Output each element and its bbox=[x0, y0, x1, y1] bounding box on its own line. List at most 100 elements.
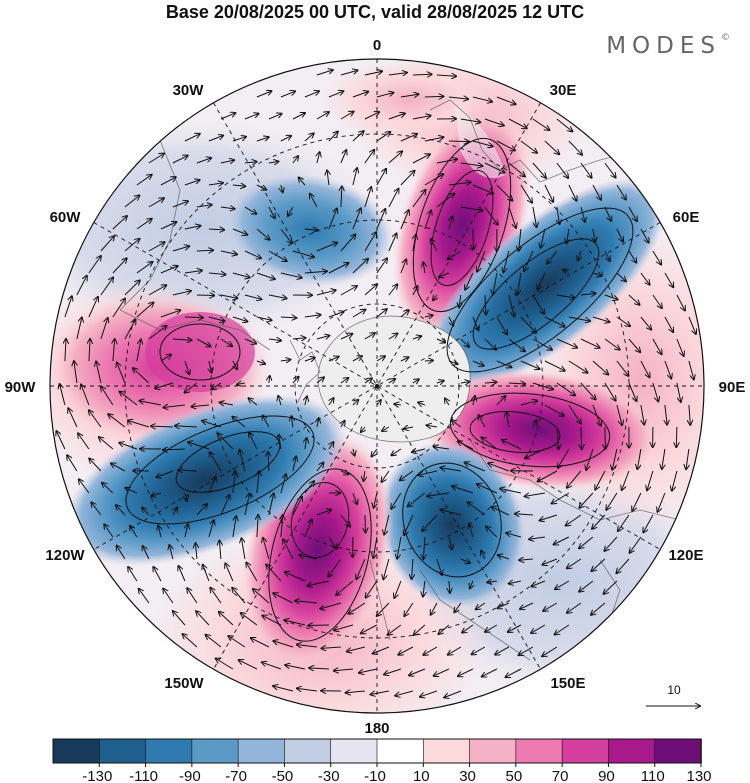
wind-arrow bbox=[356, 558, 366, 579]
colorbar-cell bbox=[330, 738, 378, 764]
wind-arrow bbox=[477, 484, 498, 494]
wind-arrow bbox=[622, 470, 630, 490]
wind-arrow bbox=[555, 580, 570, 589]
wind-arrow bbox=[120, 392, 138, 406]
wind-arrow bbox=[336, 580, 354, 595]
wind-arrow bbox=[532, 206, 537, 227]
wind-arrow bbox=[448, 141, 469, 142]
wind-arrow bbox=[334, 624, 354, 630]
wind-arrow bbox=[352, 131, 364, 142]
wind-arrow bbox=[268, 294, 287, 298]
wind-arrow bbox=[251, 638, 270, 648]
wind-arrow bbox=[263, 416, 270, 428]
wind-arrow bbox=[256, 317, 272, 320]
wind-arrow bbox=[184, 317, 203, 318]
wind-arrow bbox=[304, 481, 314, 494]
wind-arrow bbox=[153, 567, 162, 582]
wind-arrow bbox=[220, 495, 230, 516]
wind-arrow bbox=[237, 383, 245, 384]
wind-arrow bbox=[427, 425, 437, 427]
wind-arrow bbox=[102, 483, 114, 494]
wind-arrow bbox=[506, 412, 509, 428]
wind-arrow bbox=[187, 588, 198, 604]
wind-arrow bbox=[179, 566, 186, 582]
wind-arrow bbox=[400, 171, 415, 186]
wind-arrow bbox=[542, 646, 558, 656]
wind-arrow bbox=[481, 551, 485, 560]
wind-arrow bbox=[148, 154, 164, 164]
wind-arrow bbox=[412, 336, 421, 339]
wind-arrow bbox=[196, 205, 212, 207]
colorbar-tick-label: 10 bbox=[413, 768, 430, 783]
wind-arrow bbox=[496, 140, 515, 150]
wind-arrow bbox=[373, 646, 390, 654]
wind-arrow bbox=[340, 150, 346, 164]
wind-arrow bbox=[347, 646, 366, 652]
wind-arrow bbox=[436, 75, 456, 76]
wind-arrow bbox=[136, 175, 152, 186]
wind-arrow bbox=[640, 360, 650, 377]
wind-arrow bbox=[640, 228, 649, 243]
wind-arrow bbox=[449, 580, 450, 593]
wind-arrow bbox=[292, 113, 305, 120]
wind-arrow bbox=[498, 555, 510, 559]
wind-arrow bbox=[316, 336, 330, 340]
wind-arrow bbox=[397, 536, 402, 559]
wind-arrow bbox=[556, 338, 577, 348]
lon-label-90e: 90E bbox=[719, 379, 746, 396]
wind-arrow bbox=[112, 216, 127, 230]
wind-arrow bbox=[604, 580, 618, 594]
lon-label-90w: 90W bbox=[5, 379, 37, 396]
wind-arrow bbox=[208, 183, 223, 185]
wind-arrow bbox=[257, 471, 259, 494]
wind-arrow bbox=[400, 260, 406, 274]
wind-arrow bbox=[175, 426, 197, 427]
wind-arrow bbox=[400, 357, 409, 361]
wind-arrow bbox=[606, 492, 618, 510]
wind-arrow bbox=[281, 184, 283, 192]
wind-arrow bbox=[632, 492, 642, 511]
colorbar-cell bbox=[561, 738, 610, 764]
wind-arrow bbox=[91, 502, 102, 516]
wind-arrow bbox=[391, 448, 402, 455]
wind-arrow bbox=[664, 272, 673, 287]
wind-arrow bbox=[268, 162, 279, 164]
wind-arrow bbox=[472, 646, 486, 654]
wind-arrow bbox=[408, 492, 426, 507]
wind-arrow bbox=[139, 401, 161, 406]
wind-arrow bbox=[305, 438, 307, 450]
wind-arrow bbox=[595, 470, 606, 490]
wind-arrow bbox=[124, 196, 139, 208]
wind-arrow bbox=[520, 602, 534, 609]
lon-label-30w: 30W bbox=[173, 82, 205, 99]
wind-arrow bbox=[100, 236, 114, 252]
wind-arrow bbox=[431, 239, 438, 252]
wind-arrow bbox=[503, 250, 510, 272]
wind-arrow bbox=[278, 396, 281, 406]
wind-arrow bbox=[89, 410, 102, 428]
lon-label-150e: 150E bbox=[550, 675, 585, 692]
wind-arrow bbox=[364, 470, 365, 481]
wind-arrow bbox=[329, 398, 334, 406]
wind-arrow bbox=[262, 662, 282, 670]
colorbar-cell bbox=[284, 738, 332, 764]
wind-arrow bbox=[308, 625, 329, 626]
wind-vectors bbox=[56, 70, 696, 698]
colorbar-tick-label: 30 bbox=[459, 768, 476, 783]
wind-arrow bbox=[196, 504, 207, 516]
wind-arrow bbox=[291, 416, 293, 428]
map-border bbox=[49, 58, 705, 714]
wind-arrow bbox=[183, 634, 198, 648]
wind-arrow bbox=[441, 510, 462, 516]
wind-arrow bbox=[400, 210, 409, 230]
wind-arrow bbox=[160, 177, 176, 186]
wind-arrow bbox=[316, 510, 331, 516]
wind-arrow bbox=[592, 316, 610, 322]
wind-arrow bbox=[388, 113, 405, 120]
wind-arrow bbox=[376, 209, 385, 230]
wind-arrow bbox=[371, 690, 389, 695]
wind-arrow bbox=[67, 455, 78, 472]
wind-arrow bbox=[484, 338, 496, 350]
wind-arrow bbox=[391, 492, 402, 509]
wind-arrow bbox=[477, 250, 486, 272]
